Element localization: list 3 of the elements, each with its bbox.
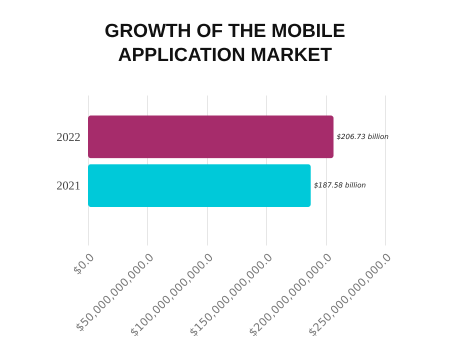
y-tick-label: 2021 <box>56 178 80 193</box>
chart-title: GROWTH OF THE MOBILE APPLICATION MARKET <box>104 20 346 68</box>
y-tick-label: 2022 <box>56 130 80 144</box>
